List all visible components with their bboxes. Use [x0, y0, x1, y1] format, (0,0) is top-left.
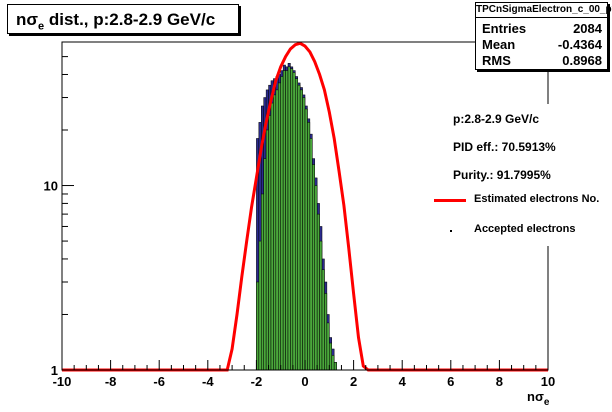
histogram-bar-accepted-7 — [273, 94, 277, 371]
info-annotation-box: p:2.8-2.9 GeV/c PID eff.: 70.5913% Purit… — [445, 104, 575, 184]
momentum-annotation: p:2.8-2.9 GeV/c — [453, 112, 540, 126]
histogram-bar-accepted-27 — [321, 269, 325, 371]
stats-entries-key: Entries — [482, 21, 527, 36]
pid-efficiency-annotation: PID eff.: 70.5913% — [453, 140, 556, 154]
legend-marker-swatch — [450, 230, 452, 232]
histogram-bar-accepted-0 — [256, 281, 260, 371]
histogram-bar-accepted-9 — [278, 82, 281, 371]
histogram-bar-accepted-20 — [304, 108, 308, 371]
legend-item-estimated: Estimated electrons No. — [428, 188, 608, 212]
legend-item-accepted: Accepted electrons — [428, 218, 608, 242]
histogram-bar-accepted-6 — [270, 102, 274, 371]
histogram-bar-accepted-31 — [331, 355, 335, 371]
x-tick-label: -6 — [153, 374, 165, 389]
chart-title-box: nσe dist., p:2.8-2.9 GeV/c — [7, 4, 239, 34]
histogram-bar-accepted-5 — [268, 115, 272, 371]
stats-entries-row: Entries 2084 — [482, 21, 602, 37]
histogram-bar-accepted-16 — [295, 78, 298, 371]
fit-curve — [62, 41, 548, 372]
y-tick-label: 10 — [44, 179, 58, 194]
histogram-bar-accepted-8 — [275, 89, 279, 371]
stats-mean-row: Mean -0.4364 — [482, 37, 602, 53]
stats-mean-key: Mean — [482, 37, 516, 52]
chart-title: nσe dist., p:2.8-2.9 GeV/c — [16, 10, 216, 33]
histogram-bar-accepted-12 — [285, 70, 289, 371]
histogram-bar-accepted-24 — [314, 185, 318, 371]
histogram-bar-accepted-4 — [265, 129, 269, 371]
histogram-bar-accepted-28 — [324, 293, 328, 371]
y-tick-label: 1 — [51, 363, 58, 378]
histogram-bar-accepted-13 — [287, 66, 291, 371]
histogram-bar-accepted-18 — [299, 89, 303, 371]
x-tick-label: 4 — [399, 374, 407, 389]
x-tick-label: -10 — [53, 374, 72, 389]
x-tick-label: -4 — [202, 374, 214, 389]
histogram-bar-accepted-3 — [263, 158, 267, 371]
histogram-bar-accepted-22 — [309, 138, 313, 371]
histogram-bar-accepted-32 — [333, 362, 337, 371]
histogram-bar-accepted-29 — [326, 322, 330, 371]
histogram-bar-accepted-14 — [290, 68, 294, 371]
histogram-bar-accepted-23 — [312, 164, 315, 371]
stats-box: TPCnSigmaElectron_c_00_py Entries 2084 M… — [475, 2, 612, 70]
x-tick-label: 6 — [447, 374, 454, 389]
x-tick-label: -8 — [105, 374, 117, 389]
histogram-bar-accepted-15 — [292, 72, 296, 371]
histogram-bar-accepted-10 — [280, 76, 284, 371]
legend-label-accepted: Accepted electrons — [474, 223, 576, 235]
stats-mean-value: -0.4364 — [557, 37, 602, 52]
histogram-bar-accepted-1 — [258, 240, 262, 371]
x-tick-label: 0 — [301, 374, 308, 389]
histogram-bar-accepted-2 — [261, 193, 264, 371]
stats-rms-key: RMS — [482, 53, 511, 68]
stats-rms-row: RMS 0.8968 — [482, 53, 602, 69]
stats-entries-value: 2084 — [573, 21, 602, 36]
histogram-bar-accepted-26 — [319, 240, 323, 371]
histogram-bar-accepted-21 — [307, 122, 311, 371]
purity-annotation: Purity.: 91.7995% — [453, 168, 551, 182]
x-tick-label: 8 — [496, 374, 503, 389]
histogram-bar-accepted-19 — [302, 97, 306, 371]
x-tick-label: 10 — [541, 374, 555, 389]
histogram-bar-accepted-17 — [297, 84, 301, 371]
legend: Estimated electrons No. Accepted electro… — [428, 182, 608, 246]
x-axis: -10 -8 -6 -4 -2 0 2 4 6 8 10 — [53, 360, 555, 389]
histogram-bar-accepted-25 — [316, 213, 320, 371]
legend-label-estimated: Estimated electrons No. — [474, 193, 600, 205]
stats-rms-value: 0.8968 — [562, 53, 602, 68]
stats-histogram-name: TPCnSigmaElectron_c_00_py — [476, 3, 612, 18]
legend-line-swatch — [434, 199, 466, 202]
histogram-bar-accepted-11 — [282, 70, 286, 371]
x-tick-label: -2 — [251, 374, 263, 389]
x-axis-label: nσe — [527, 389, 550, 408]
y-axis: 1 10 — [44, 56, 74, 378]
x-tick-label: 2 — [350, 374, 357, 389]
